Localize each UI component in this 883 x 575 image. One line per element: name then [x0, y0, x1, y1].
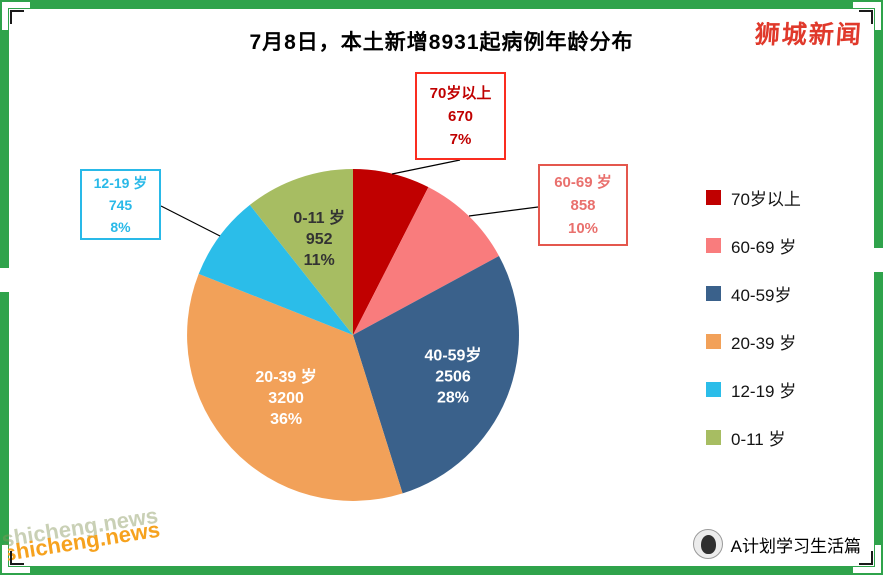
frame-corner-top-right — [853, 2, 881, 30]
callout-percent: 10% — [567, 219, 599, 237]
legend-label: 0-11 岁 — [731, 429, 786, 449]
legend-label: 12-19 岁 — [731, 381, 797, 401]
callout-label: 60-69 岁 — [554, 173, 612, 191]
legend-label: 20-39 岁 — [731, 333, 797, 353]
footer-brand: A计划学习生活篇 — [692, 529, 861, 559]
callout-value: 670 — [447, 107, 474, 125]
legend-label: 70岁以上 — [731, 189, 801, 209]
legend-item-5: 0-11 岁 — [706, 426, 801, 449]
pie-slice-0 — [353, 168, 429, 335]
legend-swatch-icon — [706, 381, 721, 397]
legend-item-3: 20-39 岁 — [706, 330, 801, 353]
pie-slice-1 — [353, 187, 499, 335]
pie-slice-5 — [249, 169, 353, 335]
page-title: 7月8日，本土新增8931起病例年龄分布 — [249, 31, 634, 54]
footer-brand-label: A计划学习生活篇 — [730, 536, 861, 556]
pie-slice-3 — [187, 273, 403, 501]
slice-inner-label-2: 40-59岁 2506 28% — [425, 346, 482, 407]
callout-value: 745 — [108, 196, 133, 213]
pie-slice-4 — [198, 204, 353, 335]
legend-swatch-icon — [706, 237, 721, 253]
callout-leader-line — [468, 206, 539, 217]
callout-leader-line — [391, 159, 461, 175]
frame-corner-line-bottom-right — [859, 551, 873, 565]
slice-inner-label-5: 0-11 岁 952 11% — [293, 208, 345, 269]
legend-swatch-icon — [706, 429, 721, 445]
legend-swatch-icon — [706, 285, 721, 301]
legend-swatch-icon — [706, 189, 721, 205]
frame-corner-line-top-right — [859, 10, 873, 24]
callout-value: 858 — [570, 196, 596, 214]
legend-item-1: 60-69 岁 — [706, 234, 801, 257]
frame-corner-bottom-right — [853, 545, 881, 573]
frame-corner-line-top-left — [10, 10, 24, 24]
frame-corner-line-bottom-left — [10, 551, 24, 565]
callout-percent: 8% — [110, 218, 131, 235]
legend-label: 40-59岁 — [731, 285, 792, 305]
legend-label: 60-69 岁 — [731, 237, 797, 257]
callout-label: 12-19 岁 — [93, 174, 148, 191]
legend-item-4: 12-19 岁 — [706, 378, 801, 401]
brand-logo-text: 狮城新闻 — [753, 21, 864, 49]
legend-item-2: 40-59岁 — [706, 282, 801, 305]
frame-corner-bottom-left — [2, 545, 30, 573]
legend-item-0: 70岁以上 — [706, 186, 801, 209]
slice-inner-label-3: 20-39 岁 3200 36% — [255, 367, 316, 428]
legend: 70岁以上 60-69 岁 40-59岁 20-39 岁 12-19 岁 0-11 岁 — [706, 186, 801, 449]
pie-slice-2 — [353, 256, 519, 494]
callout-12-19: 12-19 岁 745 8% — [80, 169, 161, 240]
footer-logo-icon — [692, 529, 723, 559]
frame-corner-top-left — [2, 2, 30, 30]
legend-swatch-icon — [706, 333, 721, 349]
callout-70-plus: 70岁以上 670 7% — [415, 72, 506, 160]
callout-label: 70岁以上 — [429, 84, 492, 102]
callout-60-69: 60-69 岁 858 10% — [538, 164, 628, 246]
callout-percent: 7% — [449, 130, 472, 148]
frame-tick-left — [0, 268, 9, 292]
callout-leader-line — [160, 205, 221, 237]
frame-tick-right — [874, 248, 883, 272]
